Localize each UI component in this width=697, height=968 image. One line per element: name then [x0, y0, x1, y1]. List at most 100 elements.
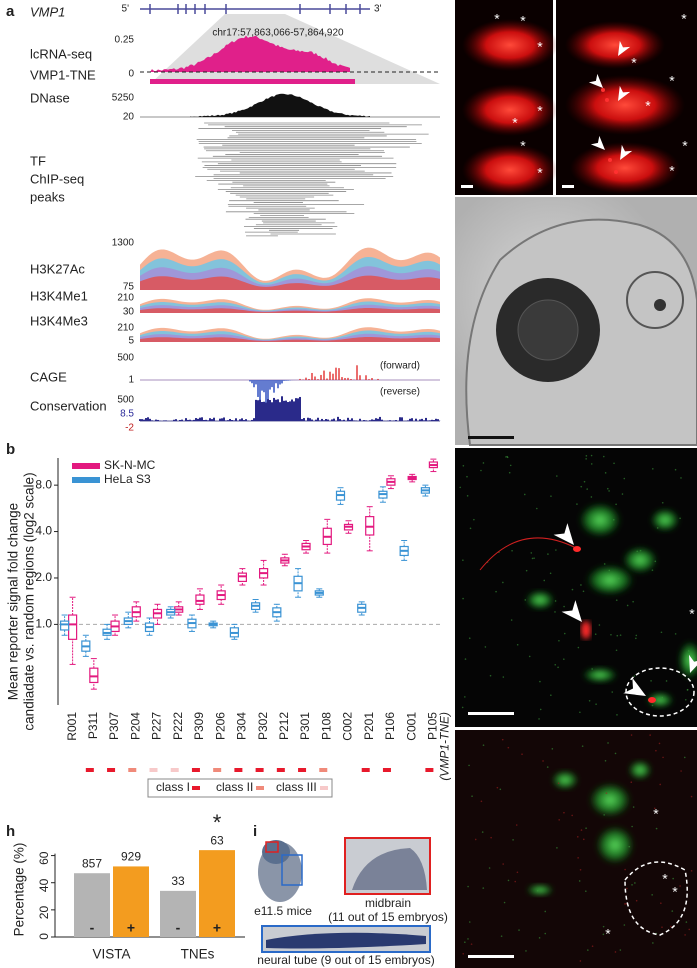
- speck: [481, 831, 484, 833]
- arrow: [553, 523, 574, 545]
- gfp-speck: [554, 611, 556, 613]
- speck: [579, 868, 582, 871]
- gfp-speck: [621, 493, 624, 495]
- gfp: [622, 546, 658, 574]
- y-tick-label: 0: [37, 933, 51, 940]
- speck: [585, 827, 587, 829]
- speck: [490, 836, 492, 839]
- region-label: midbrain: [365, 896, 411, 910]
- speck: [679, 885, 681, 887]
- speck: [551, 748, 554, 750]
- gfp-speck: [563, 658, 565, 660]
- speck: [672, 877, 674, 880]
- gfp: [578, 502, 622, 538]
- gfp-speck: [615, 649, 618, 652]
- gfp-speck: [632, 600, 634, 603]
- speck: [684, 934, 686, 936]
- gfp: [588, 782, 632, 818]
- speck: [563, 811, 565, 814]
- bar: [160, 890, 196, 937]
- x-tick-label: C002: [341, 712, 355, 741]
- panel-label: a: [6, 3, 15, 20]
- class-marker: [425, 768, 434, 772]
- panel-label: i: [253, 823, 257, 840]
- red-cell: [614, 170, 618, 174]
- box: [195, 594, 205, 605]
- class-legend-swatch: [256, 786, 264, 790]
- speck: [542, 760, 544, 762]
- three-prime: 3': [374, 4, 382, 15]
- y-axis-label: Mean reporter signal fold change: [6, 503, 21, 700]
- gfp-speck: [580, 485, 583, 488]
- gfp-speck: [608, 490, 610, 492]
- gfp-speck: [582, 590, 585, 593]
- speck: [659, 783, 662, 786]
- speck: [577, 857, 579, 859]
- speck: [631, 825, 633, 828]
- box: [68, 614, 78, 640]
- speck: [587, 949, 589, 951]
- class-legend-label: class I: [156, 780, 190, 794]
- scale-label: 210: [117, 293, 134, 304]
- fluorescence: [462, 19, 558, 71]
- otolith: [654, 299, 666, 311]
- class-marker: [382, 768, 391, 772]
- box: [89, 667, 99, 684]
- gfp-speck: [591, 668, 593, 670]
- histone-signal: [140, 308, 440, 313]
- box: [60, 620, 70, 631]
- asterisk: *: [520, 138, 526, 154]
- speck: [503, 901, 506, 904]
- speck: [544, 910, 547, 913]
- gfp-speck: [462, 559, 464, 562]
- gfp-speck: [612, 518, 615, 521]
- scale-label: 210: [117, 323, 134, 334]
- y-tick-label: 2.0: [35, 570, 52, 584]
- histone-signal: [140, 337, 440, 342]
- gfp-speck: [588, 699, 591, 702]
- scale-label: 5250: [112, 93, 135, 104]
- x-tick-label: P105: [426, 712, 440, 740]
- speck: [602, 933, 605, 936]
- speck: [518, 929, 520, 931]
- gfp-speck: [530, 552, 533, 554]
- speck: [536, 889, 539, 892]
- y-tick-label: 20: [37, 906, 51, 920]
- x-tick-label: P304: [235, 712, 249, 740]
- speck: [514, 880, 517, 883]
- scale-label: 1: [128, 375, 134, 386]
- stage-label: e11.5 mice: [254, 904, 312, 918]
- arrow: [561, 600, 582, 622]
- scale-label: 500: [117, 395, 134, 406]
- asterisk: *: [520, 13, 526, 29]
- arrow: [620, 144, 633, 160]
- group-label: VISTA: [92, 947, 130, 962]
- red-cell: [601, 88, 605, 92]
- gfp-speck: [623, 477, 626, 480]
- bar: [199, 850, 235, 937]
- gfp: [551, 770, 579, 790]
- gfp-speck: [607, 487, 609, 490]
- x-tick-label: P301: [298, 712, 312, 740]
- scale-label: -2: [125, 423, 134, 434]
- gfp-speck: [495, 590, 497, 593]
- region-label: neural tube (9 out of 15 embryos): [257, 953, 434, 967]
- gfp-speck: [554, 600, 557, 602]
- gfp-speck: [660, 631, 663, 634]
- track-label: lcRNA-seq: [30, 46, 92, 61]
- speck: [546, 766, 549, 768]
- speck: [690, 870, 693, 872]
- asterisk: *: [669, 73, 675, 89]
- asterisk: *: [537, 165, 543, 181]
- gfp-speck: [679, 517, 681, 520]
- gfp-speck: [687, 650, 690, 652]
- gfp-speck: [686, 689, 689, 691]
- x-tick-label: P204: [128, 712, 142, 740]
- speck: [630, 781, 633, 784]
- class-marker: [170, 768, 179, 772]
- scale-label: 8.5: [120, 409, 134, 420]
- speck: [525, 950, 527, 952]
- gfp-speck: [639, 549, 642, 552]
- speck: [582, 838, 585, 841]
